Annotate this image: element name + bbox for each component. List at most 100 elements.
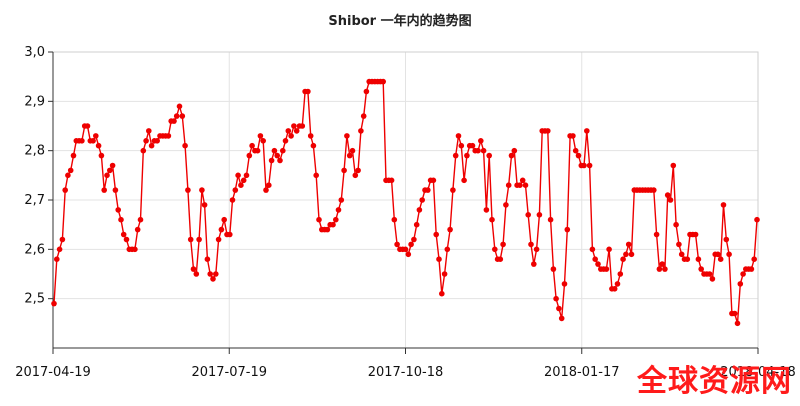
data-point [137, 216, 144, 223]
data-point [500, 241, 506, 248]
data-point [450, 187, 456, 193]
data-point [229, 197, 236, 203]
data-point [651, 187, 657, 193]
data-point [670, 162, 677, 169]
data-point [305, 88, 311, 95]
x-tick-label: 2018-04-18 [720, 365, 796, 380]
data-point [726, 251, 732, 258]
data-point [313, 172, 320, 179]
data-point [238, 182, 244, 188]
data-point [444, 246, 451, 253]
data-point [505, 182, 512, 188]
data-point [511, 147, 518, 154]
data-point [692, 231, 699, 238]
data-point [79, 138, 85, 144]
data-point [179, 113, 186, 119]
data-point [492, 246, 498, 253]
data-point [187, 236, 194, 243]
data-point [545, 128, 551, 134]
data-point [171, 118, 177, 124]
data-point [698, 266, 704, 272]
data-point [570, 133, 576, 139]
data-point [288, 133, 294, 139]
data-point [148, 142, 155, 149]
data-point [533, 246, 540, 253]
data-point [54, 256, 60, 263]
data-point [70, 152, 77, 159]
data-point [109, 162, 116, 169]
data-point [441, 271, 448, 277]
data-point [522, 182, 529, 188]
data-point [589, 246, 596, 253]
data-point [659, 261, 665, 267]
data-point [235, 172, 241, 179]
data-point [282, 138, 289, 144]
data-point [207, 271, 213, 277]
data-point [84, 123, 91, 129]
x-tick-label: 2017-10-18 [368, 365, 444, 380]
data-point [316, 216, 322, 223]
data-point [455, 133, 462, 139]
data-point [706, 271, 713, 277]
data-point [363, 88, 370, 95]
data-point [358, 128, 364, 134]
y-tick-label: 2,7 [24, 193, 45, 208]
data-point [391, 216, 398, 223]
data-point [360, 113, 367, 119]
data-point [508, 152, 515, 159]
data-point [720, 202, 727, 208]
data-point [547, 216, 554, 223]
data-point [475, 147, 481, 154]
data-point [754, 216, 760, 223]
data-point [268, 157, 275, 164]
data-point [413, 221, 420, 228]
data-point [740, 271, 746, 277]
data-point [176, 103, 183, 110]
y-tick-label: 2,6 [24, 242, 45, 257]
data-point [425, 187, 431, 193]
data-point [411, 236, 417, 243]
data-point [249, 142, 255, 149]
data-point [190, 266, 197, 272]
data-point [676, 241, 682, 248]
data-point [695, 256, 702, 263]
data-point [120, 231, 127, 238]
data-point [380, 78, 387, 85]
data-point [402, 246, 409, 253]
y-tick-label: 3,0 [24, 45, 45, 60]
data-point [307, 133, 314, 139]
data-point [112, 187, 119, 193]
data-point [59, 236, 66, 243]
axes [48, 51, 759, 354]
data-point [408, 241, 414, 248]
data-point [497, 256, 504, 263]
data-point [748, 266, 755, 272]
data-point [107, 167, 113, 174]
data-point [257, 133, 264, 139]
data-point [56, 246, 63, 253]
x-tick-label: 2018-01-17 [544, 365, 620, 380]
data-point [436, 256, 442, 263]
data-point [439, 290, 445, 297]
data-point [115, 207, 121, 213]
data-point [65, 172, 71, 179]
data-point [346, 152, 353, 159]
data-point [101, 187, 107, 193]
data-point [118, 216, 124, 223]
data-point [246, 152, 253, 159]
data-point [564, 226, 571, 233]
data-point [104, 172, 110, 179]
data-point [489, 216, 495, 223]
data-point [662, 266, 668, 272]
data-point [553, 295, 559, 302]
data-point [673, 221, 679, 228]
data-point [123, 236, 130, 243]
data-point [90, 138, 96, 144]
data-point [433, 231, 440, 238]
data-point [352, 172, 359, 179]
data-point [243, 172, 250, 179]
data-point [277, 157, 283, 164]
data-point [330, 221, 336, 228]
data-point [333, 216, 339, 223]
